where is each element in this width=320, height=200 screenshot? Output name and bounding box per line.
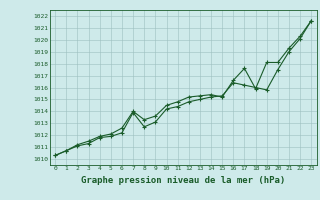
X-axis label: Graphe pression niveau de la mer (hPa): Graphe pression niveau de la mer (hPa) (81, 176, 285, 185)
